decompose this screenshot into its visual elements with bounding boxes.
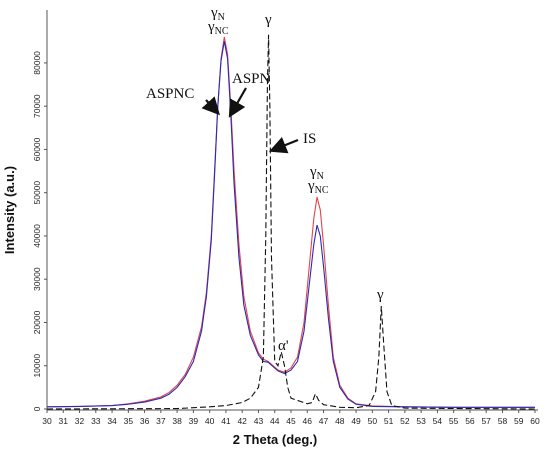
x-tick-label: 32: [75, 416, 85, 426]
annotation: γ: [376, 287, 384, 303]
curve-label: ASPN: [232, 71, 271, 87]
y-tick-label: 60000: [32, 137, 42, 161]
series-line: [46, 41, 535, 408]
x-tick-label: 33: [91, 416, 101, 426]
annotation: γN: [210, 5, 225, 23]
annotation-text: γ: [309, 164, 317, 180]
x-tick-label: 45: [286, 416, 296, 426]
x-tick-label: 37: [156, 416, 166, 426]
annotation-sub: N: [317, 171, 324, 182]
y-tick-label: 70000: [32, 94, 42, 118]
x-axis-title: 2 Theta (deg.): [233, 432, 318, 447]
x-tick-label: 36: [140, 416, 150, 426]
x-tick-label: 54: [433, 416, 443, 426]
annotation: γ: [264, 12, 272, 28]
x-tick-label: 53: [416, 416, 426, 426]
x-tick-label: 51: [384, 416, 394, 426]
x-tick-label: 47: [319, 416, 329, 426]
x-tick-label: 48: [335, 416, 345, 426]
x-tick-label: 57: [481, 416, 491, 426]
annotation-text: γ: [207, 19, 215, 35]
y-tick-label: 30000: [32, 267, 42, 291]
x-tick-label: 59: [514, 416, 524, 426]
x-tick-label: 49: [351, 416, 361, 426]
x-tick-label: 34: [107, 416, 117, 426]
y-tick-label: 50000: [32, 181, 42, 205]
annotation-text: γ: [210, 5, 218, 21]
x-tick-label: 46: [303, 416, 313, 426]
series-line: [46, 34, 536, 410]
arrow: [228, 87, 247, 118]
series-line: [46, 36, 535, 408]
x-tick-label: 41: [221, 416, 231, 426]
x-tick-label: 50: [368, 416, 378, 426]
x-tick-label: 39: [189, 416, 199, 426]
y-axis-title: Intensity (a.u.): [2, 166, 17, 254]
annotation-text: γ: [307, 178, 315, 194]
y-tick-label: 20000: [32, 310, 42, 334]
x-tick-label: 30: [42, 416, 52, 426]
annotation-sub: NC: [315, 185, 329, 196]
arrow: [201, 96, 220, 116]
y-tick-label: 10000: [32, 354, 42, 378]
x-tick-label: 44: [270, 416, 280, 426]
x-tick-label: 42: [237, 416, 247, 426]
curve-label: IS: [303, 131, 316, 147]
annotation-sub: N: [218, 12, 225, 23]
x-tick-label: 56: [465, 416, 475, 426]
x-tick-label: 55: [449, 416, 459, 426]
x-tick-label: 60: [530, 416, 540, 426]
arrow: [268, 136, 299, 154]
annotation-text: γ: [264, 12, 272, 28]
x-tick-label: 43: [254, 416, 264, 426]
x-tick-label: 35: [124, 416, 134, 426]
y-tick-label: 40000: [32, 224, 42, 248]
x-tick-label: 31: [59, 416, 69, 426]
y-tick-label: 80000: [32, 51, 42, 75]
y-tick-label: 0: [32, 406, 42, 411]
x-tick-label: 38: [172, 416, 182, 426]
annotation: γN: [309, 164, 324, 182]
annotation-sub: NC: [215, 26, 229, 37]
x-tick-label: 52: [400, 416, 410, 426]
x-tick-label: 58: [498, 416, 508, 426]
annotation-text: α': [278, 338, 289, 354]
annotation: γNC: [307, 178, 329, 196]
curve-label: ASPNC: [146, 86, 194, 102]
x-tick-label: 40: [205, 416, 215, 426]
annotation-text: γ: [376, 287, 384, 303]
annotation: γNC: [207, 19, 229, 37]
annotation: α': [278, 338, 289, 354]
